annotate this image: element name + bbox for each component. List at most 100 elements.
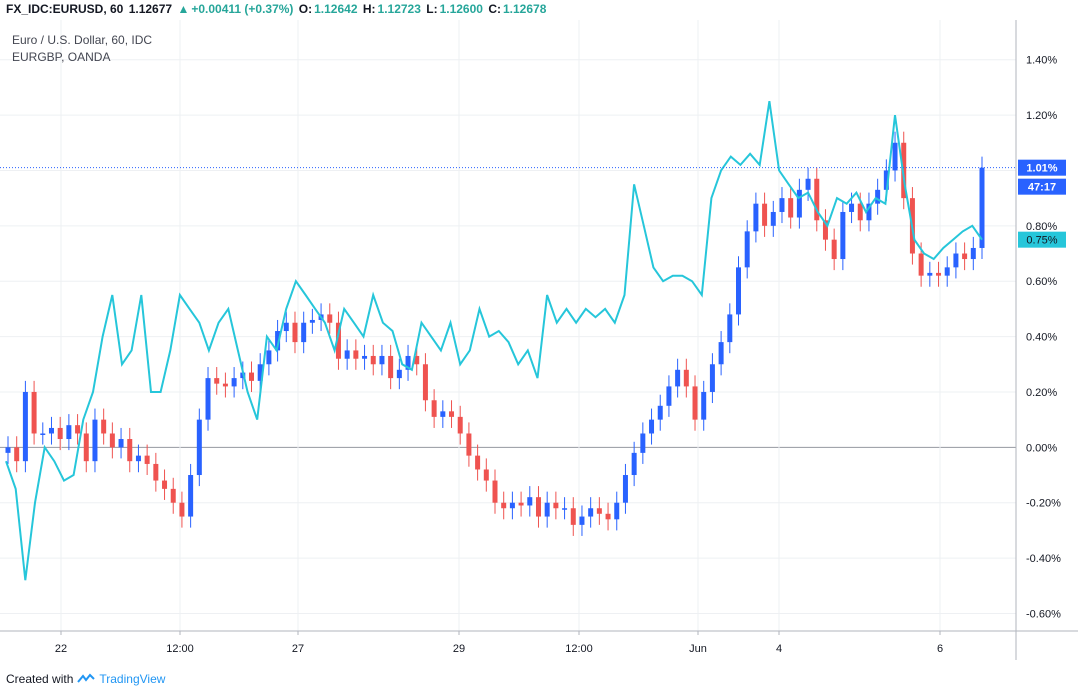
candle-body xyxy=(414,355,420,365)
candle-body xyxy=(440,411,446,417)
candle-body xyxy=(327,314,333,323)
candle-body xyxy=(805,178,811,190)
candle-body xyxy=(692,386,698,420)
y-tick-label: 0.40% xyxy=(1026,332,1057,344)
candle-body xyxy=(622,475,628,503)
countdown-badge-label: 47:17 xyxy=(1028,182,1056,194)
high-label: H: xyxy=(362,2,376,16)
candle-body xyxy=(109,433,115,448)
candle-body xyxy=(301,322,307,343)
candle-body xyxy=(979,167,985,248)
candle-body xyxy=(840,211,846,260)
candle-body xyxy=(422,364,428,401)
candle-body xyxy=(353,350,359,359)
candle-body xyxy=(649,419,655,434)
x-tick-label: Jun xyxy=(689,643,707,655)
y-tick-label: -0.60% xyxy=(1026,608,1061,620)
y-tick-label: 1.40% xyxy=(1026,55,1057,67)
candle-body xyxy=(449,411,455,417)
candle-body xyxy=(144,455,150,464)
countdown-badge xyxy=(1018,178,1066,195)
x-tick-label: 12:00 xyxy=(565,643,593,655)
price-badges: 1.01% 47:17 0.75% xyxy=(1018,159,1066,248)
candle-body xyxy=(501,502,507,509)
eurusd-candles xyxy=(5,131,985,536)
eurusd-price-badge xyxy=(1018,159,1066,176)
candle-body xyxy=(883,170,889,190)
candle-body xyxy=(614,502,620,520)
x-tick-label: 6 xyxy=(937,643,943,655)
candle-body xyxy=(66,425,72,440)
candle-body xyxy=(875,189,881,204)
candle-body xyxy=(544,502,550,517)
candle-body xyxy=(822,220,828,240)
candle-body xyxy=(588,508,594,517)
candle-body xyxy=(831,239,837,260)
candle-body xyxy=(849,203,855,212)
tradingview-logo-icon xyxy=(77,673,96,683)
symbol-name[interactable]: FX_IDC:EURUSD, 60 xyxy=(6,2,124,16)
tradingview-brand[interactable]: TradingView xyxy=(99,672,166,686)
x-tick-label: 4 xyxy=(776,643,782,655)
candle-body xyxy=(388,355,394,379)
candle-body xyxy=(362,355,368,359)
candle-body xyxy=(675,369,681,387)
candle-body xyxy=(927,272,933,276)
candle-body xyxy=(666,386,672,406)
candle-body xyxy=(483,469,489,481)
candle-body xyxy=(222,383,228,387)
candle-body xyxy=(753,203,759,232)
created-with-label: Created with xyxy=(6,672,74,686)
candle-body xyxy=(631,452,637,476)
candle-body xyxy=(535,497,541,517)
candle-body xyxy=(118,439,124,448)
candle-body xyxy=(857,203,863,221)
high-value: 1.12723 xyxy=(377,2,421,16)
low-label: L: xyxy=(426,2,438,16)
candle-body xyxy=(936,272,942,276)
legend-compare-series[interactable]: EURGBP, OANDA xyxy=(12,50,111,64)
close-label: C: xyxy=(488,2,501,16)
candle-body xyxy=(48,427,54,434)
candle-body xyxy=(22,391,28,462)
candle-body xyxy=(405,355,411,370)
y-tick-label: 0.80% xyxy=(1026,221,1057,233)
candle-body xyxy=(953,253,959,268)
candle-body xyxy=(379,355,385,365)
x-tick-label: 12:00 xyxy=(166,643,194,655)
candle-body xyxy=(509,502,515,509)
legend-main-series[interactable]: Euro / U.S. Dollar, 60, IDC xyxy=(12,33,153,47)
candle-body xyxy=(727,314,733,343)
candle-body xyxy=(553,502,559,509)
candle-body xyxy=(527,497,533,506)
candle-body xyxy=(31,391,37,434)
candle-body xyxy=(431,400,437,417)
candle-body xyxy=(75,425,81,434)
x-axis: 22 12:00 27 29 12:00 Jun 4 6 xyxy=(55,631,943,655)
candle-body xyxy=(92,419,98,462)
candle-body xyxy=(466,433,472,456)
y-tick-label: -0.40% xyxy=(1026,553,1061,565)
candle-body xyxy=(475,455,481,470)
candle-body xyxy=(335,322,341,359)
candle-body xyxy=(83,433,89,462)
y-tick-label: -0.20% xyxy=(1026,498,1061,510)
candle-body xyxy=(605,513,611,520)
x-tick-label: 22 xyxy=(55,643,67,655)
candle-body xyxy=(214,378,220,384)
symbol-header: FX_IDC:EURUSD, 60 1.12677 ▲ +0.00411 (+0.… xyxy=(6,2,548,16)
footer-credit: Created with TradingView xyxy=(6,672,165,686)
candle-body xyxy=(736,267,741,315)
candle-body xyxy=(562,508,568,510)
candle-body xyxy=(275,331,281,351)
candle-body xyxy=(40,433,46,435)
candle-body xyxy=(14,447,20,462)
candle-body xyxy=(779,198,785,212)
candle-body xyxy=(101,419,107,434)
open-value: 1.12642 xyxy=(314,2,358,16)
candle-body xyxy=(5,447,11,453)
last-price: 1.12677 xyxy=(128,2,173,16)
candle-body xyxy=(788,198,794,218)
candle-body xyxy=(762,203,768,226)
